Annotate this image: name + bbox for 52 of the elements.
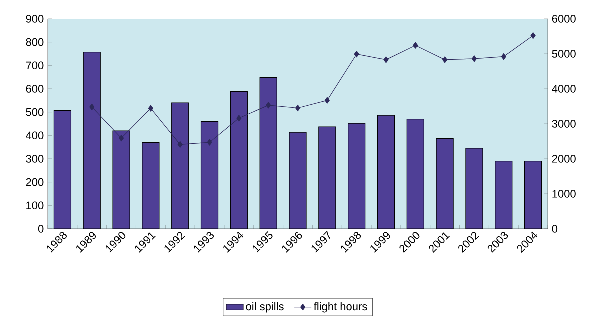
bar [200, 121, 219, 230]
legend-label: flight hours [314, 302, 368, 313]
point [295, 104, 301, 112]
y2-tick-label: 4000 [552, 85, 576, 93]
point [236, 115, 242, 122]
point [413, 42, 418, 49]
y-tick-label: 200 [26, 178, 44, 186]
bar [495, 161, 513, 230]
point [384, 56, 389, 64]
y-tick-label: 100 [26, 202, 44, 210]
point [472, 56, 478, 62]
y-tick-label: 900 [26, 15, 44, 23]
y-tick-label: 600 [26, 85, 44, 93]
bar [172, 102, 190, 230]
bar [466, 148, 484, 230]
point [354, 51, 360, 58]
point [90, 104, 95, 111]
bar [230, 91, 248, 230]
y-tick-label: 500 [26, 108, 44, 116]
bar [436, 138, 454, 230]
y-tick-label: 400 [26, 132, 44, 140]
y-tick-label: 0 [38, 225, 44, 233]
bar [112, 130, 130, 230]
bar [54, 110, 72, 230]
point [324, 97, 330, 104]
bar [318, 126, 336, 230]
y2-tick-label: 5000 [552, 50, 576, 58]
bar [348, 123, 366, 230]
y2-tick-label: 6000 [552, 15, 576, 23]
bar [260, 77, 278, 230]
bar [377, 115, 396, 230]
y2-tick-label: 0 [552, 225, 558, 233]
bar [524, 161, 542, 230]
point [148, 105, 154, 112]
point [266, 102, 272, 109]
y2-tick-label: 2000 [552, 155, 576, 163]
bar [142, 142, 160, 230]
bar [406, 119, 424, 230]
bar [83, 52, 101, 230]
point [530, 32, 536, 40]
y-tick-label: 300 [26, 155, 44, 163]
bar [289, 132, 307, 230]
y-tick-label: 700 [26, 62, 44, 70]
point [207, 139, 212, 146]
y2-tick-label: 1000 [552, 190, 576, 198]
point [501, 54, 506, 60]
point [178, 141, 183, 148]
y-tick-label: 800 [26, 38, 44, 46]
legend-label: oil spills [246, 302, 284, 313]
point [118, 135, 124, 142]
y2-tick-label: 3000 [552, 120, 576, 128]
point [442, 56, 448, 64]
